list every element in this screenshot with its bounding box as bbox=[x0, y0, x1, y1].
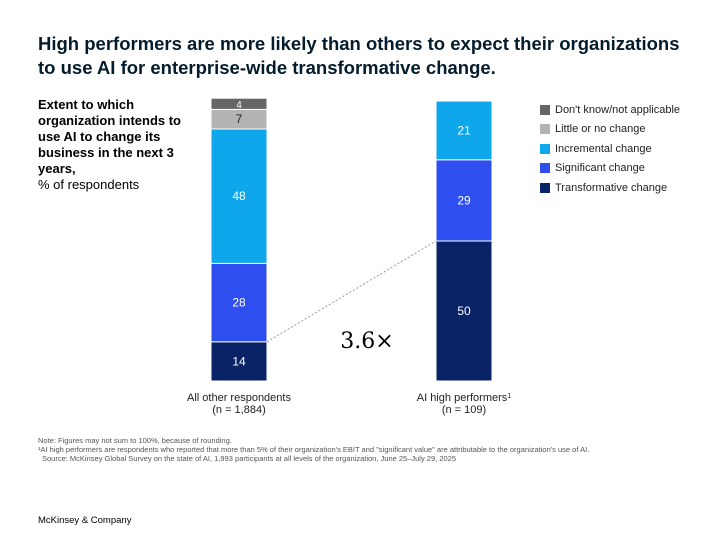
legend-label: Don't know/not applicable bbox=[555, 103, 681, 116]
bar-segment bbox=[210, 97, 268, 110]
data-label: 50 bbox=[457, 304, 471, 318]
bar-segment bbox=[435, 240, 493, 382]
multiplier-annotation: 3.6× bbox=[340, 329, 393, 354]
legend-item: Significant change bbox=[540, 159, 680, 179]
bar-segment bbox=[435, 159, 493, 242]
subtitle-text: Extent to which organization intends to … bbox=[38, 97, 181, 176]
bar-segment bbox=[210, 341, 268, 382]
category-sublabel: (n = 1,884) bbox=[212, 404, 266, 416]
legend-swatch bbox=[540, 104, 550, 115]
legend-item: Don't know/not applicable bbox=[540, 100, 680, 120]
legend-swatch bbox=[540, 182, 550, 193]
data-label: 29 bbox=[457, 193, 471, 207]
bar-segment bbox=[210, 128, 268, 264]
chart-subtitle: Extent to which organization intends to … bbox=[38, 97, 188, 193]
note-rounding: Note: Figures may not sum to 100%, becau… bbox=[38, 436, 232, 445]
legend-item: Little or no change bbox=[540, 120, 680, 140]
stacked-bar-chart: 14 28 48 74 All other respondents(n = 1,884)… bbox=[187, 97, 511, 416]
legend-item: Incremental change bbox=[540, 139, 680, 159]
unit-label: % of respondents bbox=[38, 177, 140, 192]
legend-swatch bbox=[540, 124, 550, 135]
note-source: Source: McKinsey Global Survey on the st… bbox=[42, 454, 456, 463]
bar-segment bbox=[435, 100, 493, 161]
chart-title: High performers are more likely than oth… bbox=[38, 33, 680, 78]
data-label: 48 bbox=[232, 189, 246, 203]
data-label: 4 bbox=[236, 100, 242, 111]
note-high-performers: ¹AI high performers are respondents who … bbox=[38, 445, 590, 454]
data-label: 7 bbox=[236, 112, 243, 126]
brand-logo-text: McKinsey & Company bbox=[38, 515, 132, 526]
chart-legend: Don't know/not applicable Little or no ch… bbox=[540, 100, 680, 198]
data-label: 28 bbox=[232, 296, 246, 310]
legend-item: Transformative change bbox=[540, 178, 680, 198]
category-sublabel: (n = 109) bbox=[442, 404, 486, 416]
legend-swatch bbox=[540, 163, 550, 174]
category-label: AI high performers1 bbox=[417, 392, 511, 404]
legend-label: Transformative change bbox=[555, 181, 668, 194]
data-label: 14 bbox=[232, 354, 246, 368]
footnotes: Note: Figures may not sum to 100%, becau… bbox=[38, 436, 688, 463]
category-superscript: 1 bbox=[507, 393, 511, 400]
data-label: 21 bbox=[457, 123, 471, 137]
connector-line bbox=[266, 240, 437, 343]
bar-segment bbox=[210, 262, 268, 343]
legend-swatch bbox=[540, 143, 550, 154]
legend-label: Incremental change bbox=[555, 142, 652, 155]
legend-label: Little or no change bbox=[555, 123, 646, 136]
legend-label: Significant change bbox=[555, 162, 645, 175]
category-label: All other respondents bbox=[187, 392, 291, 404]
